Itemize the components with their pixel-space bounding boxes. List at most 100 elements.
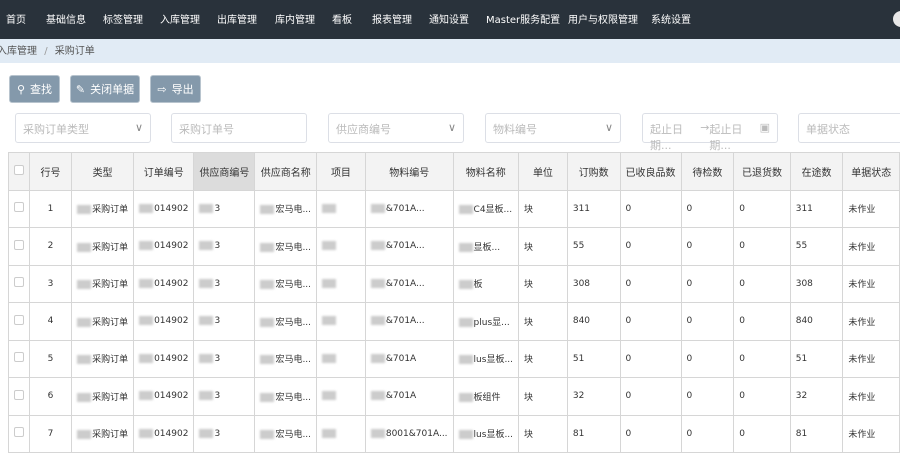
table-cell: 块 [518, 339, 568, 378]
cell-text: 块 [524, 430, 534, 441]
cell-text: 未作业 [848, 280, 876, 291]
redacted-mark [199, 316, 214, 326]
cell-text: 3 [214, 278, 221, 289]
redacted-mark [322, 203, 337, 213]
table-cell: 014902 [133, 339, 195, 378]
table-cell: 0 [733, 264, 791, 303]
nav-item[interactable]: 报表管理 [372, 15, 412, 26]
column-header[interactable]: 供应商编号 [193, 152, 256, 191]
cell-text: 0 [625, 316, 632, 327]
table-cell: 0 [680, 264, 735, 303]
status-select[interactable]: 单据状态 [798, 113, 900, 143]
table-cell: 0 [680, 339, 735, 378]
close-order-button[interactable]: ✎ 关闭单据 [70, 75, 140, 103]
table-cell: 81 [789, 414, 844, 453]
nav-item[interactable]: 通知设置 [429, 15, 469, 26]
redacted-mark [139, 316, 154, 326]
redacted-mark [260, 355, 275, 365]
cell-text: 014902 [154, 428, 189, 439]
table-cell [316, 339, 366, 378]
date-range-picker[interactable]: 起止日期... → 起止日期... ▣ [642, 113, 778, 152]
cell-text: 宏马电... [275, 242, 312, 253]
column-header[interactable]: 已收良品数 [619, 152, 682, 191]
order-no-placeholder: 采购订单号 [179, 123, 234, 136]
nav-item[interactable]: 看板 [332, 15, 352, 26]
cell-text: lus显板... [473, 355, 514, 366]
column-header[interactable]: 单据状态 [842, 152, 900, 191]
redacted-mark [260, 430, 275, 440]
redacted-mark [370, 241, 385, 251]
table-cell [316, 264, 366, 303]
edit-icon: ✎ [75, 82, 86, 96]
table-cell: 采购订单 [71, 189, 135, 228]
find-button[interactable]: ⚲ 查找 [9, 75, 60, 103]
order-type-select[interactable]: 采购订单类型 ∨ [15, 113, 151, 143]
table-row[interactable]: 4 采购订单 014902 3 宏马电... &701A... plus显... 块 840 0 0… [8, 302, 900, 341]
column-header[interactable]: 单位 [518, 152, 568, 191]
table-cell: 采购订单 [71, 264, 135, 303]
cell-text: 0 [739, 241, 745, 252]
table-row[interactable]: 2 采购订单 014902 3 宏马电... &701A... 显板... 块 55 0 0 0 55 未… [8, 227, 900, 266]
export-button[interactable]: ⇨ 导出 [150, 75, 201, 103]
range-arrow: → [700, 121, 710, 134]
nav-item[interactable]: 系统设置 [651, 15, 691, 26]
cell-text: 0 [686, 428, 693, 439]
table-row[interactable]: 6 采购订单 014902 3 宏马电... &701A 板组件 块 32 0 0 0 32 未作业 [8, 377, 900, 416]
row-checkbox[interactable] [8, 377, 30, 416]
column-header[interactable]: 项目 [316, 152, 366, 191]
table-row[interactable]: 1 采购订单 014902 3 宏马电... &701A... C4显板... 块 311 0 0 0… [8, 189, 900, 228]
nav-item[interactable]: 库内管理 [275, 15, 315, 26]
redacted-mark [77, 205, 92, 215]
column-header[interactable]: 供应商名称 [254, 152, 318, 191]
cell-text: 块 [524, 242, 534, 253]
cell-text: 55 [795, 241, 808, 252]
nav-item[interactable]: 用户与权限管理 [568, 15, 638, 26]
column-header[interactable]: 行号 [28, 152, 73, 191]
column-header[interactable]: 物料编号 [364, 152, 454, 191]
column-header[interactable]: 在途数 [789, 152, 844, 191]
order-type-placeholder: 采购订单类型 [23, 123, 89, 136]
table-cell: 未作业 [842, 189, 900, 228]
column-header[interactable]: 物料名称 [452, 152, 520, 191]
cell-text: 块 [524, 392, 534, 403]
column-header[interactable]: 订购数 [566, 152, 621, 191]
supplier-no-select[interactable]: 供应商编号 ∨ [328, 113, 464, 143]
column-header[interactable]: 订单编号 [133, 152, 195, 191]
table-row[interactable]: 3 采购订单 014902 3 宏马电... &701A... 板 块 308 0 0 0 308 未作业 [8, 264, 900, 303]
select-all-checkbox[interactable] [8, 152, 30, 191]
breadcrumb-parent[interactable]: 入库管理 [0, 46, 37, 57]
cell-text: plus显... [473, 317, 510, 328]
column-header[interactable]: 类型 [71, 152, 135, 191]
nav-item[interactable]: 首页 [6, 15, 26, 26]
table-cell: 宏马电... [254, 189, 318, 228]
redacted-mark [77, 280, 92, 290]
cell-text: 014902 [154, 278, 189, 289]
table-row[interactable]: 5 采购订单 014902 3 宏马电... &701A lus显板... 块 51 0 0 0 51 未… [8, 339, 900, 378]
table-row[interactable]: 7 采购订单 014902 3 宏马电... 8001&701A... lus显板... 块 8… [8, 414, 900, 453]
cell-text: 014902 [154, 241, 189, 252]
row-checkbox[interactable] [8, 302, 30, 341]
table-cell: 3 [193, 414, 256, 453]
row-checkbox[interactable] [8, 414, 30, 453]
redacted-mark [370, 203, 385, 213]
cell-text: 未作业 [848, 430, 876, 441]
nav-item[interactable]: 入库管理 [160, 15, 200, 26]
table-cell: 840 [789, 302, 844, 341]
redacted-mark [260, 392, 275, 402]
row-checkbox[interactable] [8, 227, 30, 266]
nav-item[interactable]: 出库管理 [217, 15, 257, 26]
row-checkbox[interactable] [8, 339, 30, 378]
table-cell: 块 [518, 264, 568, 303]
nav-item[interactable]: Master服务配置 [486, 15, 561, 26]
column-header[interactable]: 已退货数 [733, 152, 791, 191]
nav-item[interactable]: 基础信息 [46, 15, 86, 26]
column-header[interactable]: 待检数 [680, 152, 735, 191]
user-avatar[interactable] [893, 11, 900, 27]
redacted-mark [458, 317, 473, 327]
order-no-input[interactable]: 采购订单号 [171, 113, 307, 143]
row-checkbox[interactable] [8, 264, 30, 303]
nav-item[interactable]: 标签管理 [103, 15, 143, 26]
material-no-select[interactable]: 物料编号 ∨ [485, 113, 621, 143]
cell-text: 5 [47, 353, 54, 364]
row-checkbox[interactable] [8, 189, 30, 228]
